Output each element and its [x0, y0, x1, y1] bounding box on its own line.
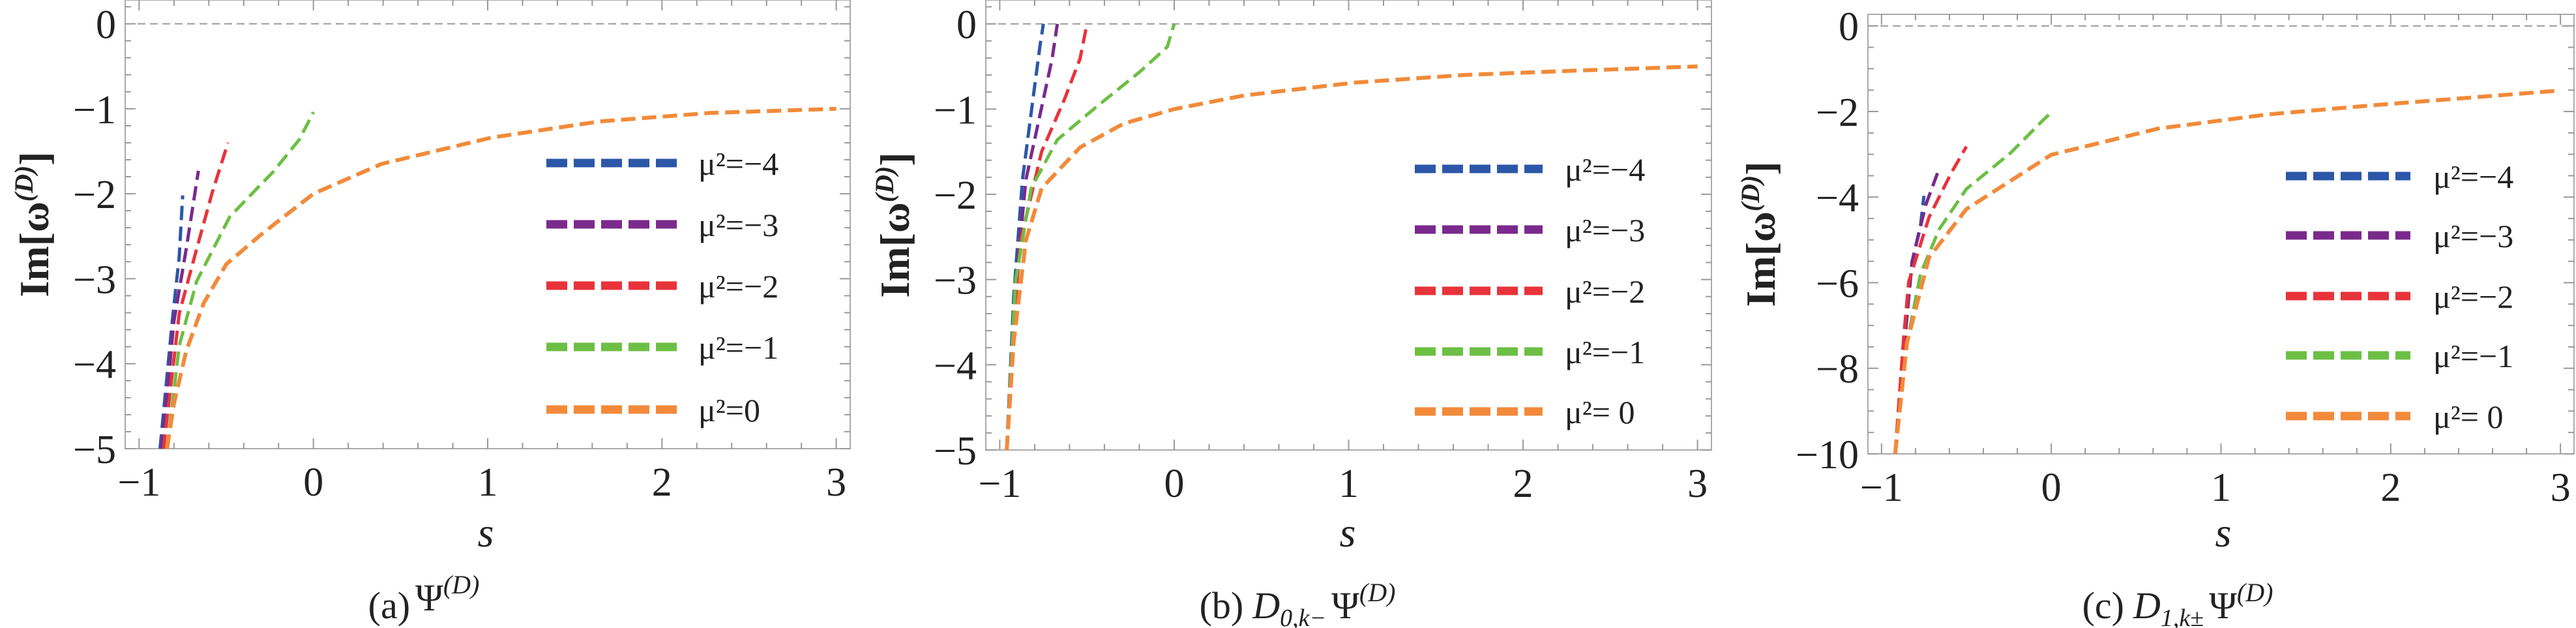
series-line-3	[1893, 111, 2052, 455]
y-axis-label-sup: (D)	[1736, 175, 1765, 212]
series-line-4	[1005, 64, 1698, 451]
series-line-1	[1893, 172, 1940, 455]
legend-label: μ²=−1	[2433, 338, 2513, 374]
x-tick-label: 3	[826, 460, 846, 505]
y-tick-label: −2	[1816, 91, 1859, 135]
y-tick-label: −1	[73, 88, 116, 132]
y-tick-label: −8	[1816, 348, 1859, 392]
legend-label: μ²=−4	[698, 145, 778, 182]
y-tick-label: −2	[73, 173, 116, 217]
y-tick-label: −3	[73, 258, 116, 302]
caption-tag: (b)	[1200, 584, 1244, 627]
x-axis-label: s	[478, 509, 494, 556]
y-tick-label: 0	[96, 3, 116, 47]
legend-label: μ²=−1	[1565, 334, 1645, 370]
caption-superscript: (D)	[443, 570, 480, 599]
y-tick-label: −6	[1816, 262, 1859, 306]
y-axis-label-sup: (D)	[870, 166, 899, 203]
legend-label: μ²=−3	[1565, 212, 1645, 248]
y-axis-label: Im[ω(D)]	[1736, 161, 1784, 307]
y-axis-label: Im[ω(D)]	[870, 152, 918, 297]
caption-psi: Ψ	[415, 576, 443, 619]
panel-c: −1 0 1 2 30−2−4−6−8−10μ²=−4μ²=−3μ²=−2μ²=−1μ²…	[1736, 5, 2575, 628]
series-line-1	[1005, 23, 1059, 451]
x-tick-label: 1	[1339, 462, 1359, 506]
legend-label: μ²=−3	[2433, 218, 2513, 254]
caption-psi: Ψ	[1331, 584, 1359, 627]
x-tick-label: 1	[2211, 466, 2231, 510]
x-tick-label: 2	[2380, 466, 2401, 510]
caption-tag: (c)	[2082, 584, 2124, 627]
series-line-3	[1005, 23, 1176, 451]
caption-superscript: (D)	[1359, 578, 1396, 607]
x-tick-label: 2	[1513, 462, 1533, 506]
subfigure-caption: (b) D0,k− Ψ(D)	[1200, 578, 1396, 628]
y-tick-label: −3	[934, 259, 977, 303]
x-tick-label: 2	[652, 460, 672, 505]
y-axis-label-close: ]	[11, 151, 57, 165]
caption-psi: Ψ	[2209, 584, 2237, 627]
y-tick-label: −4	[1816, 176, 1859, 220]
legend-label: μ²=−2	[698, 268, 778, 305]
y-axis-label-main: Im[ω	[11, 202, 57, 297]
x-axis-label: s	[2215, 509, 2232, 556]
legend-label: μ²= 0	[2433, 398, 2504, 435]
panel-b: −1 0 1 2 3 0 −1 −2 −3 −4 −5 μ²=−4 μ²=−3 μ²=−2 μ²=−1 μ²=…	[870, 0, 1712, 628]
series-line-4	[1893, 88, 2561, 455]
x-tick-label: 3	[1687, 462, 1708, 506]
legend-label: μ²=−3	[698, 207, 778, 243]
series-line-2	[1893, 145, 1968, 455]
y-axis-label-close: ]	[872, 152, 918, 166]
y-axis-label-sup: (D)	[9, 166, 38, 202]
x-tick-label: 0	[2041, 466, 2062, 510]
y-axis-label-close: ]	[1738, 161, 1784, 175]
y-axis-label: Im[ω(D)]	[9, 151, 57, 297]
legend-label: μ²=−2	[2433, 278, 2513, 315]
y-tick-label: −4	[73, 343, 116, 387]
x-tick-label: −1	[1860, 466, 1903, 510]
x-tick-label: −1	[117, 460, 160, 505]
y-tick-label: −5	[73, 428, 116, 472]
caption-superscript: (D)	[2237, 578, 2273, 607]
series-line-3	[165, 111, 315, 449]
y-axis-label-main: Im[ω	[872, 202, 918, 297]
series-line-2	[162, 142, 230, 449]
legend-label: μ²=−2	[1565, 273, 1645, 310]
panel-a: −1 0 1 2 3 0 −1 −2 −3 −4 −5 μ²=−4 μ²=−3 μ²=−2 μ²=−1 μ²=…	[9, 0, 851, 627]
subfigure-caption: (c) D1,k± Ψ(D)	[2082, 578, 2273, 628]
y-tick-label: −1	[934, 88, 977, 132]
x-tick-label: 1	[478, 460, 498, 505]
x-axis-label: s	[1340, 509, 1356, 556]
subfigure-caption: (a) Ψ(D)	[368, 570, 480, 627]
x-tick-label: −1	[978, 462, 1021, 506]
legend-label: μ²=−4	[2433, 158, 2513, 195]
caption-operator: D	[2133, 584, 2161, 627]
x-tick-label: 0	[1164, 462, 1184, 506]
x-tick-label: 0	[303, 460, 323, 505]
legend-label: μ²=−1	[698, 329, 778, 366]
legend-label: μ²= 0	[1565, 394, 1635, 430]
series-line-0	[158, 195, 185, 449]
y-tick-label: 0	[956, 3, 977, 48]
caption-operator-subscript: 0,k−	[1280, 605, 1326, 628]
x-tick-label: 3	[2551, 466, 2571, 510]
series-line-4	[165, 106, 836, 449]
legend-label: μ²=−4	[1565, 151, 1645, 188]
y-axis-label-main: Im[ω	[1738, 211, 1784, 307]
legend-label: μ²=0	[698, 392, 760, 428]
series-line-1	[160, 170, 200, 449]
y-tick-label: −10	[1796, 433, 1859, 477]
y-tick-label: −5	[934, 429, 977, 473]
caption-operator: D	[1252, 584, 1280, 627]
y-tick-label: 0	[1839, 5, 1859, 50]
caption-operator-subscript: 1,k±	[2161, 605, 2204, 628]
caption-tag: (a)	[368, 584, 410, 627]
y-tick-label: −4	[934, 344, 977, 388]
y-tick-label: −2	[934, 173, 977, 218]
